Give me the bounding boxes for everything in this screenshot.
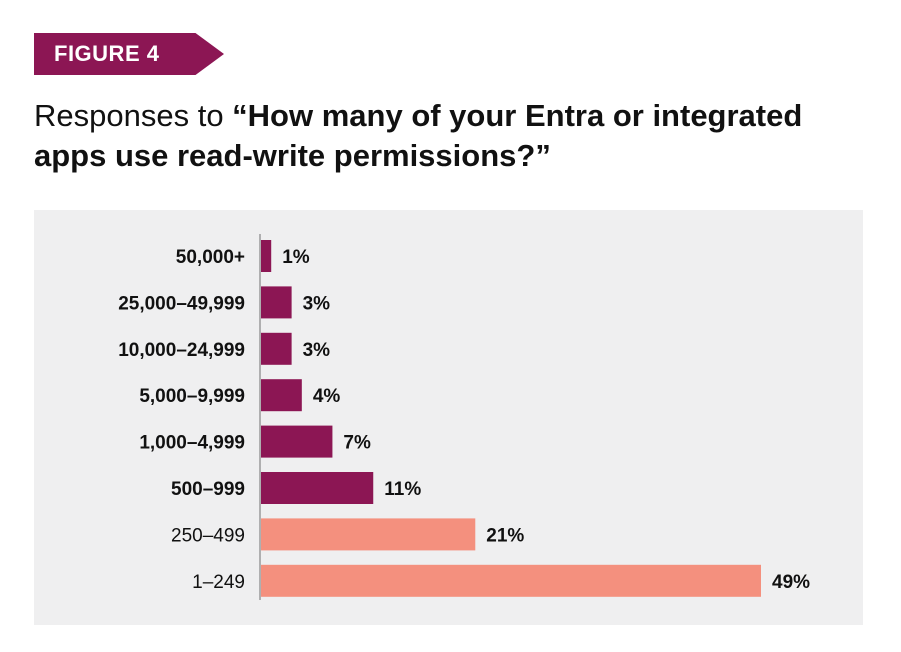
bar <box>261 240 272 272</box>
value-label: 7% <box>343 433 371 454</box>
category-label: 1–249 <box>192 572 245 593</box>
bar <box>261 379 302 412</box>
chart-title: Responses to “How many of your Entra or … <box>34 96 874 176</box>
value-label: 1% <box>282 247 310 268</box>
bar <box>261 286 292 319</box>
value-label: 21% <box>486 525 524 546</box>
figure-label: FIGURE 4 <box>34 33 224 75</box>
value-label: 3% <box>303 340 331 361</box>
category-label: 25,000–49,999 <box>118 293 245 314</box>
category-label: 5,000–9,999 <box>139 386 245 407</box>
title-question: “How many of your Entra or integrated ap… <box>34 98 803 173</box>
title-prefix: Responses to <box>34 98 233 133</box>
bar <box>261 332 292 365</box>
bar <box>261 564 761 597</box>
bar <box>261 425 333 458</box>
chart-panel <box>34 210 863 625</box>
value-label: 11% <box>384 479 421 500</box>
bar <box>261 518 476 551</box>
bar <box>261 472 374 504</box>
category-label: 50,000+ <box>176 247 245 268</box>
value-label: 4% <box>313 386 341 407</box>
category-label: 10,000–24,999 <box>118 340 245 361</box>
category-label: 250–499 <box>171 525 245 546</box>
value-label: 49% <box>772 572 810 593</box>
value-label: 3% <box>303 293 331 314</box>
category-label: 1,000–4,999 <box>139 433 245 454</box>
category-label: 500–999 <box>171 479 245 500</box>
